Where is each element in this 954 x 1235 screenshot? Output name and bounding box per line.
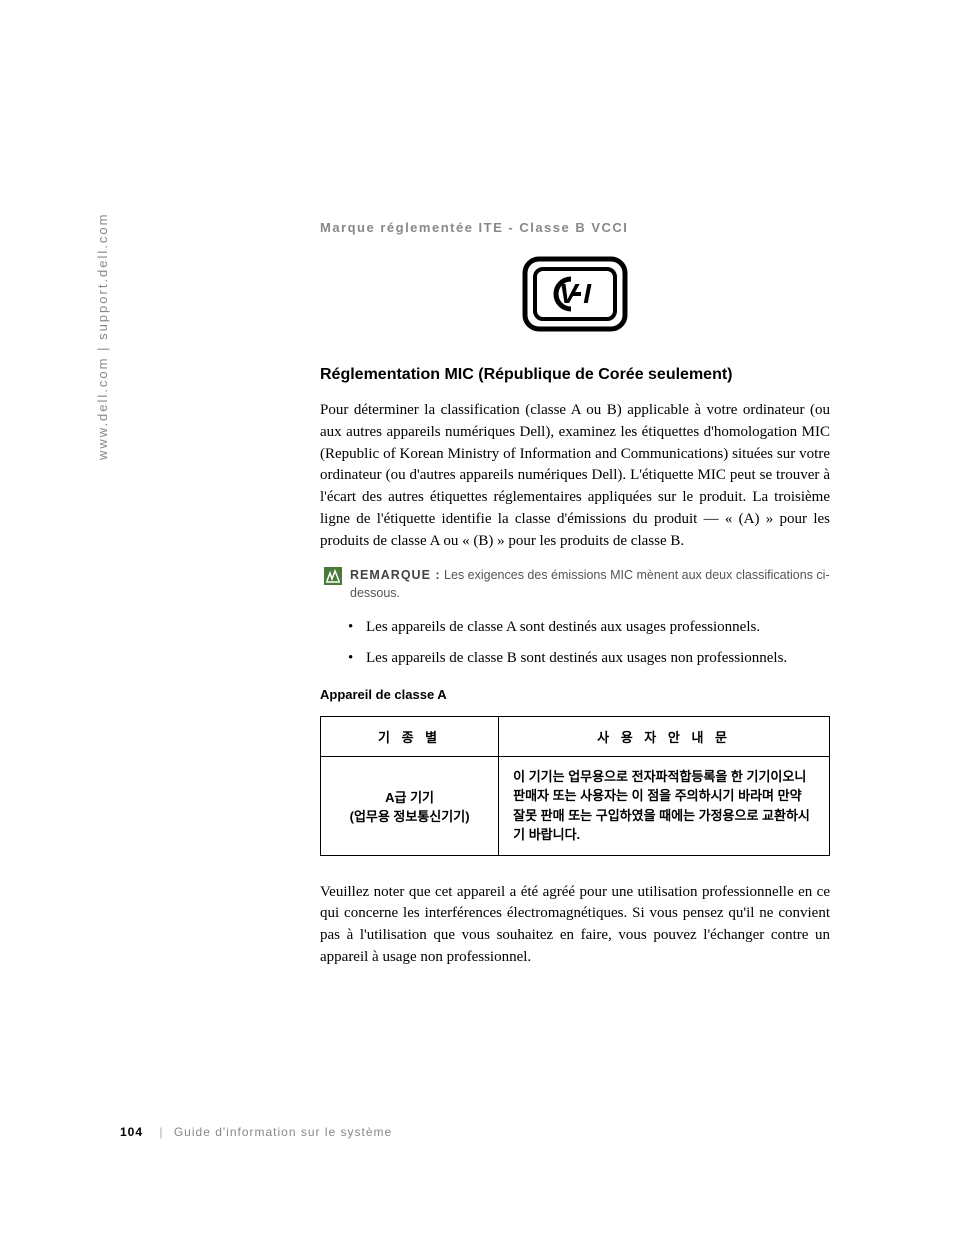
note-label: REMARQUE : <box>350 568 441 582</box>
table-cell-notice: 이 기기는 업무용으로 전자파적합등록을 한 기기이오니 판매자 또는 사용자는… <box>499 756 830 855</box>
vcci-icon: V I <box>521 255 629 338</box>
table-header-2: 사 용 자 안 내 문 <box>499 716 830 756</box>
vcci-logo-container: V I <box>320 255 830 338</box>
cell-line1: A급 기기 <box>385 790 434 805</box>
paragraph-1: Pour déterminer la classification (class… <box>320 400 830 552</box>
list-item: Les appareils de classe A sont destinés … <box>348 617 830 638</box>
note-text: REMARQUE : Les exigences des émissions M… <box>350 566 830 602</box>
page-number: 104 <box>120 1125 143 1139</box>
table-cell-type: A급 기기 (업무용 정보통신기기) <box>321 756 499 855</box>
list-item: Les appareils de classe B sont destinés … <box>348 648 830 669</box>
table-row: A급 기기 (업무용 정보통신기기) 이 기기는 업무용으로 전자파적합등록을 … <box>321 756 830 855</box>
bullet-list: Les appareils de classe A sont destinés … <box>320 617 830 669</box>
table-header-1: 기 종 별 <box>321 716 499 756</box>
korean-table: 기 종 별 사 용 자 안 내 문 A급 기기 (업무용 정보통신기기) 이 기… <box>320 716 830 856</box>
mic-heading: Réglementation MIC (République de Corée … <box>320 366 830 384</box>
class-a-subheading: Appareil de classe A <box>320 687 830 702</box>
sidebar-url: www.dell.com | support.dell.com <box>95 213 110 460</box>
footer-separator: | <box>159 1125 163 1139</box>
note-icon <box>324 567 342 590</box>
cell-line2: (업무용 정보통신기기) <box>350 809 470 824</box>
footer-title: Guide d'information sur le système <box>174 1125 392 1139</box>
paragraph-2: Veuillez noter que cet appareil a été ag… <box>320 882 830 969</box>
note-block: REMARQUE : Les exigences des émissions M… <box>320 566 830 602</box>
page-footer: 104 | Guide d'information sur le système <box>120 1125 392 1139</box>
section-label: Marque réglementée ITE - Classe B VCCI <box>320 220 830 235</box>
table-row: 기 종 별 사 용 자 안 내 문 <box>321 716 830 756</box>
page-content: Marque réglementée ITE - Classe B VCCI V… <box>320 220 830 983</box>
